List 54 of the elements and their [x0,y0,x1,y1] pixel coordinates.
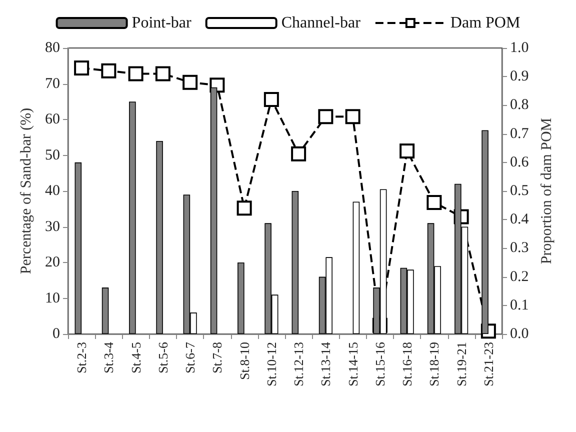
y-tick-label: 50 [45,147,60,164]
y2-tick-label: 0.3 [510,240,529,256]
point [264,92,279,107]
y2-axis-title: Proportion of dam POM [539,118,556,264]
bar [352,202,360,334]
point [400,143,415,158]
x-tick-label: St.15-16 [372,342,388,386]
x-tick-label: St.16-18 [400,342,415,386]
point [291,146,306,162]
y-tick-label: 70 [45,76,60,92]
x-tick-label: St.5-6 [155,342,170,374]
point [155,66,170,82]
legend-label: Point-bar [132,14,192,32]
y2-tick-label: 0.7 [510,126,530,142]
point [318,109,334,124]
x-tick-label: St.7-8 [210,342,225,374]
point [426,194,442,210]
y2-tick-label: 0.0 [510,326,529,342]
y2-tick-label: 0.4 [510,212,530,228]
x-tick-label: St.21-23 [480,342,496,386]
y-tick-label: 20 [45,254,60,270]
y-tick-label: 60 [45,112,60,128]
x-tick-label: St.10-12 [264,342,279,386]
point [345,109,360,124]
x-tick-label: St.4-5 [128,342,144,374]
x-tick-label: St.13-14 [318,342,334,386]
y2-tick-label: 0.2 [510,268,529,285]
x-tick-label: St.3-4 [101,342,116,374]
legend-label: Channel-bar [281,14,362,32]
y-tick-label: 40 [45,183,60,199]
point [182,74,198,90]
point [236,200,252,216]
x-tick-label: St.14-15 [345,342,360,386]
y2-tick-label: 0.5 [510,183,529,199]
x-tick-label: St.2-3 [74,342,90,374]
y2-tick-label: 0.6 [510,154,530,170]
y-tick-label: 0 [52,326,60,342]
y-axis-title: Percentage of Sand-bar (%) [18,108,35,274]
x-tick-label: St.12-13 [291,342,306,386]
point [101,63,116,78]
y-tick-label: 80 [45,40,60,56]
x-tick-label: St.18-19 [426,342,442,386]
x-tick-label: St.8-10 [236,342,252,380]
point [74,60,90,76]
y2-tick-label: 1.0 [510,40,529,56]
x-tick-label: St.6-7 [182,342,198,374]
y2-tick-label: 0.9 [510,68,529,85]
y-tick-label: 10 [45,290,60,306]
y2-tick-label: 0.1 [510,297,529,314]
legend-label: Dam POM [450,14,520,32]
y-tick-label: 30 [45,218,60,235]
point [128,66,144,82]
y2-tick-label: 0.8 [510,97,529,114]
x-tick-label: St.19-21 [454,342,469,386]
